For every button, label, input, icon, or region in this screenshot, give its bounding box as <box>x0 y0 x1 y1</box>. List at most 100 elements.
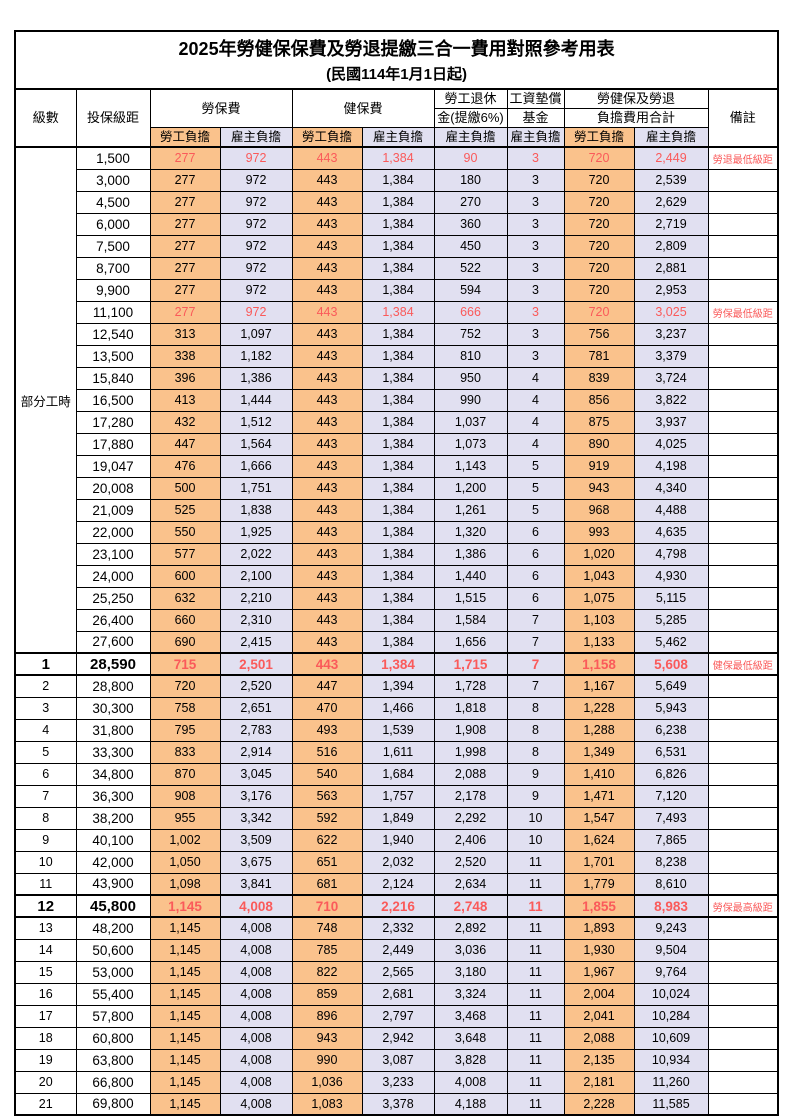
cell-health-employer: 1,384 <box>361 608 435 632</box>
cell-total-employer: 6,238 <box>633 718 709 742</box>
cell-note <box>707 872 779 896</box>
cell-total-employee: 720 <box>563 234 635 258</box>
cell-health-employer: 1,394 <box>361 674 435 698</box>
table-row: 21,009 525 1,838 443 1,384 1,261 5 968 4,488 <box>15 498 779 522</box>
table-row: 15 53,000 1,145 4,008 822 2,565 3,180 11 1,967 9,… <box>14 960 779 984</box>
cell-bracket: 69,800 <box>75 1092 151 1116</box>
cell-total-employee: 720 <box>563 146 635 170</box>
table-row: 6,000 277 972 443 1,384 360 3 720 2,719 <box>15 212 779 236</box>
cell-fund-employer: 3 <box>506 344 565 368</box>
cell-labor-employer: 3,176 <box>219 784 293 808</box>
cell-note <box>707 674 779 698</box>
cell-labor-employee: 277 <box>149 234 221 258</box>
cell-total-employer: 8,983 <box>633 894 709 918</box>
cell-pension-employer: 1,440 <box>433 564 508 588</box>
cell-fund-employer: 9 <box>506 784 565 808</box>
cell-pension-employer: 1,320 <box>433 520 508 544</box>
cell-total-employer: 3,379 <box>633 344 709 368</box>
cell-total-employer: 4,340 <box>633 476 709 500</box>
cell-total-employee: 2,088 <box>563 1026 635 1050</box>
cell-total-employer: 7,865 <box>633 828 709 852</box>
cell-bracket: 1,500 <box>75 146 151 170</box>
cell-total-employer: 2,719 <box>633 212 709 236</box>
table-row: 7,500 277 972 443 1,384 450 3 720 2,809 <box>15 234 779 258</box>
cell-fund-employer: 6 <box>506 586 565 610</box>
cell-note <box>707 850 779 874</box>
table-row: 8 38,200 955 3,342 592 1,849 2,292 10 1,547 7,493 <box>14 806 779 830</box>
table-row: 6 34,800 870 3,045 540 1,684 2,088 9 1,410 6,826 <box>14 762 779 786</box>
cell-pension-employer: 3,036 <box>433 938 508 962</box>
cell-total-employer: 10,024 <box>633 982 709 1006</box>
cell-note <box>707 762 779 786</box>
cell-health-employer: 1,684 <box>361 762 435 786</box>
cell-bracket: 63,800 <box>75 1048 151 1072</box>
cell-bracket: 12,540 <box>75 322 151 346</box>
cell-total-employer: 7,120 <box>633 784 709 808</box>
cell-pension-employer: 1,386 <box>433 542 508 566</box>
cell-bracket: 17,880 <box>75 432 151 456</box>
cell-labor-employer: 972 <box>219 300 293 324</box>
cell-pension-employer: 2,088 <box>433 762 508 786</box>
header-pension-employer: 雇主負擔 <box>433 127 508 148</box>
cell-fund-employer: 5 <box>506 498 565 522</box>
cell-health-employer: 1,384 <box>361 520 435 544</box>
cell-labor-employer: 1,512 <box>219 410 293 434</box>
cell-pension-employer: 1,515 <box>433 586 508 610</box>
cell-total-employee: 1,624 <box>563 828 635 852</box>
cell-labor-employer: 972 <box>219 234 293 258</box>
cell-level: 11 <box>14 872 77 896</box>
cell-total-employer: 5,943 <box>633 696 709 720</box>
cell-labor-employer: 1,838 <box>219 498 293 522</box>
cell-bracket: 33,300 <box>75 740 151 764</box>
table-row: 16 55,400 1,145 4,008 859 2,681 3,324 11 2,004 10… <box>14 982 779 1006</box>
cell-labor-employee: 413 <box>149 388 221 412</box>
cell-health-employee: 443 <box>291 190 363 214</box>
cell-bracket: 36,300 <box>75 784 151 808</box>
cell-bracket: 4,500 <box>75 190 151 214</box>
cell-bracket: 19,047 <box>75 454 151 478</box>
cell-total-employer: 4,635 <box>633 520 709 544</box>
cell-health-employee: 443 <box>291 410 363 434</box>
cell-health-employer: 1,384 <box>361 344 435 368</box>
cell-labor-employer: 2,501 <box>219 652 293 676</box>
cell-fund-employer: 10 <box>506 806 565 830</box>
cell-labor-employee: 277 <box>149 278 221 302</box>
cell-health-employee: 592 <box>291 806 363 830</box>
cell-fund-employer: 4 <box>506 432 565 456</box>
cell-labor-employer: 3,509 <box>219 828 293 852</box>
cell-health-employer: 1,384 <box>361 212 435 236</box>
cell-labor-employer: 972 <box>219 190 293 214</box>
cell-health-employer: 1,384 <box>361 586 435 610</box>
cell-labor-employer: 1,097 <box>219 322 293 346</box>
cell-total-employer: 3,724 <box>633 366 709 390</box>
cell-total-employee: 756 <box>563 322 635 346</box>
table-row: 部分工時 1,500 277 972 443 1,384 90 3 720 2,449 勞退最低級距 <box>14 146 779 654</box>
cell-bracket: 11,100 <box>75 300 151 324</box>
cell-pension-employer: 1,908 <box>433 718 508 742</box>
cell-health-employer: 1,611 <box>361 740 435 764</box>
cell-note <box>707 1070 779 1094</box>
cell-bracket: 57,800 <box>75 1004 151 1028</box>
cell-labor-employer: 1,564 <box>219 432 293 456</box>
cell-labor-employer: 1,444 <box>219 388 293 412</box>
table-row: 11,100 277 972 443 1,384 666 3 720 3,025 勞保最低級距 <box>15 300 779 324</box>
cell-total-employer: 5,285 <box>633 608 709 632</box>
cell-fund-employer: 8 <box>506 718 565 742</box>
cell-bracket: 40,100 <box>75 828 151 852</box>
cell-note <box>707 168 779 192</box>
cell-labor-employer: 1,751 <box>219 476 293 500</box>
cell-total-employer: 7,493 <box>633 806 709 830</box>
cell-note <box>707 982 779 1006</box>
cell-pension-employer: 2,406 <box>433 828 508 852</box>
cell-labor-employer: 2,914 <box>219 740 293 764</box>
cell-labor-employee: 1,145 <box>149 938 221 962</box>
cell-labor-employer: 1,386 <box>219 366 293 390</box>
cell-health-employee: 990 <box>291 1048 363 1072</box>
table-row: 25,250 632 2,210 443 1,384 1,515 6 1,075 5,115 <box>15 586 779 610</box>
cell-fund-employer: 11 <box>506 1070 565 1094</box>
header-note: 備註 <box>707 88 779 148</box>
cell-health-employer: 1,384 <box>361 630 435 654</box>
cell-health-employee: 443 <box>291 652 363 676</box>
cell-total-employer: 6,826 <box>633 762 709 786</box>
header-total-line1: 勞健保及勞退 <box>563 88 709 109</box>
